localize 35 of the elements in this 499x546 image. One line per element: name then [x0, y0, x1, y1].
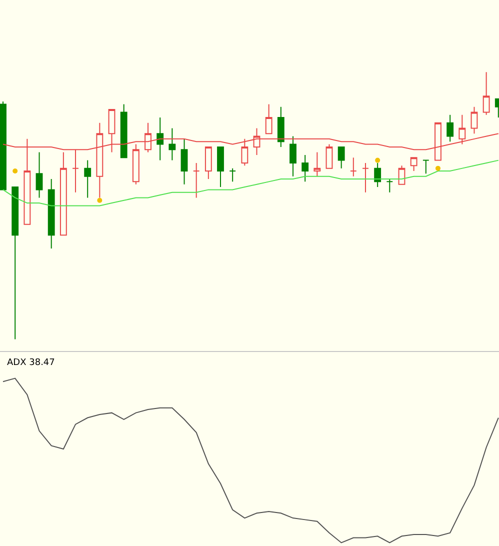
point — [435, 166, 440, 171]
candlestick — [314, 152, 321, 177]
candlestick — [156, 117, 164, 161]
point — [97, 198, 102, 203]
candlestick — [229, 168, 236, 182]
candlestick — [265, 104, 272, 134]
candlestick — [132, 144, 140, 185]
candlestick — [362, 162, 369, 193]
candlestick — [36, 152, 43, 198]
candlestick — [120, 104, 128, 158]
candlestick — [422, 160, 430, 174]
candlestick — [12, 186, 19, 340]
candlestick — [277, 106, 284, 148]
candlestick — [338, 146, 345, 169]
candlestick — [446, 114, 454, 142]
candlestick — [290, 136, 296, 177]
candlestick — [326, 144, 333, 169]
chart-title: ADX 38.47 — [7, 358, 55, 368]
candlestick — [48, 178, 55, 249]
candlestick — [217, 146, 224, 188]
candlestick — [0, 101, 6, 190]
candlestick — [350, 157, 357, 177]
candlestick — [302, 154, 309, 182]
candlestick — [180, 138, 188, 185]
candlestick — [470, 106, 478, 134]
point — [12, 168, 18, 174]
candlestick — [204, 146, 212, 180]
candlestick — [410, 157, 418, 172]
candlestick — [84, 160, 92, 198]
candlestick — [60, 152, 67, 236]
point — [375, 158, 380, 163]
candlestick — [386, 178, 394, 193]
candlestick — [168, 128, 176, 161]
candlestick — [192, 162, 200, 198]
candlestick — [482, 72, 490, 116]
